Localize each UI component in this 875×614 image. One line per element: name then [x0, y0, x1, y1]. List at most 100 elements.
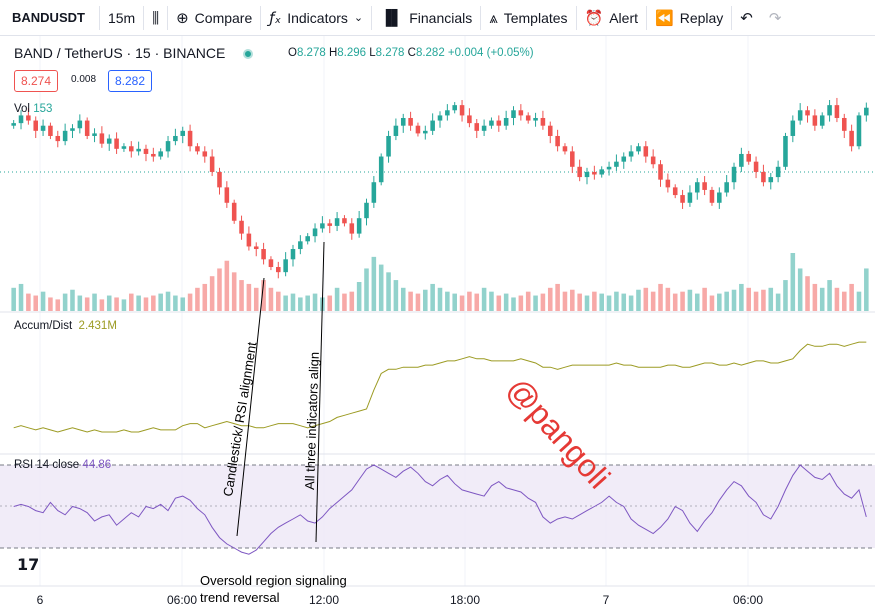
volume-bar	[371, 256, 377, 311]
volume-bar	[687, 289, 693, 311]
candle-body	[40, 125, 46, 131]
candle-body	[606, 166, 612, 170]
rsi-line	[13, 464, 867, 555]
candle-body	[739, 153, 744, 167]
volume-bar	[180, 297, 186, 311]
candle-body	[305, 236, 310, 242]
volume-bar	[628, 295, 634, 311]
volume-bar	[650, 291, 656, 311]
candle-body	[768, 177, 774, 183]
candle-body	[841, 117, 847, 131]
volume-bar	[614, 291, 619, 311]
interval-button[interactable]: 15m	[107, 9, 136, 26]
high-key: H	[328, 47, 338, 59]
time-axis: 6 06:00 12:00 18:00 7 06:00	[37, 593, 764, 607]
undo-button[interactable]: ↶	[732, 0, 761, 36]
volume-bar	[415, 293, 421, 311]
candle-body	[415, 125, 421, 134]
templates-button[interactable]: ⩓ Templates	[481, 0, 575, 36]
rsi-value: 44.86	[82, 459, 112, 471]
volume-bar	[408, 291, 413, 311]
candle-body	[628, 151, 634, 157]
candle-body	[386, 135, 391, 157]
rsi-legend[interactable]: RSI 14 close 44.86	[14, 459, 111, 471]
indicators-button[interactable]: ƒₓ Indicators ⌄	[261, 0, 371, 36]
sell-price-button[interactable]: 8.274	[14, 70, 59, 92]
volume-bar	[665, 287, 671, 311]
symbol-search-button[interactable]: BANDUSDT	[12, 10, 85, 25]
symbol-title: BAND / TetherUS · 15 · BINANCE	[14, 45, 226, 61]
candle-body	[570, 151, 575, 167]
open-value: 8.278	[296, 47, 326, 59]
accum-legend[interactable]: Accum/Dist 2.431M	[14, 320, 117, 332]
candle-body	[731, 166, 737, 183]
indicators-label: Indicators	[287, 9, 348, 26]
volume-bar	[746, 287, 751, 311]
oversold-annotation-line2: trend reversal	[200, 590, 280, 605]
candle-body	[827, 105, 832, 116]
volume-bar	[694, 293, 700, 311]
compare-label: Compare	[194, 9, 253, 26]
candle-body	[445, 110, 450, 116]
volume-bar	[533, 295, 538, 311]
compare-button[interactable]: ⊕ Compare	[168, 0, 260, 36]
volume-bar	[518, 295, 524, 311]
volume-bar	[864, 268, 869, 311]
candle-body	[151, 153, 156, 157]
redo-icon: ↷	[768, 8, 782, 27]
toolbar-divider	[480, 5, 482, 30]
chart-type-button[interactable]: ⫼	[144, 0, 167, 36]
candle-body	[202, 151, 208, 157]
redo-button[interactable]: ↷	[761, 0, 790, 36]
candle-body	[114, 138, 119, 149]
candle-body	[709, 189, 715, 203]
volume-bar	[70, 289, 75, 311]
volume-bar	[577, 293, 582, 311]
volume-bar	[570, 289, 575, 311]
volume-bar	[62, 293, 68, 311]
volume-bar	[547, 287, 553, 311]
volume-bar	[158, 293, 163, 311]
candle-body	[665, 179, 671, 188]
tradingview-logo[interactable]: 17	[17, 555, 40, 574]
rsi-name: RSI	[14, 459, 34, 471]
candle-body	[474, 123, 480, 131]
replay-button[interactable]: ⏪ Replay	[647, 0, 731, 36]
volume-bar	[40, 291, 46, 311]
volume-bar	[452, 293, 457, 311]
volume-bar	[48, 297, 53, 311]
volume-bar	[511, 297, 516, 311]
spread-value: 0.008	[71, 74, 97, 85]
financials-button[interactable]: ▐▌ Financials	[372, 0, 480, 36]
candle-body	[312, 228, 318, 237]
candle-body	[819, 115, 825, 126]
candle-body	[18, 115, 24, 124]
candle-body	[121, 146, 127, 149]
volume-bar	[819, 287, 825, 311]
candle-body	[650, 156, 656, 165]
volume-bar	[775, 293, 781, 311]
volume-bar	[680, 291, 685, 311]
candle-body	[356, 218, 362, 234]
candle-body	[805, 110, 810, 116]
volume-bar	[173, 295, 178, 311]
volume-legend[interactable]: Vol 153	[14, 103, 52, 115]
buy-price-button[interactable]: 8.282	[108, 70, 153, 92]
symbol-legend: BAND / TetherUS · 15 · BINANCE	[14, 45, 263, 61]
volume-bar	[783, 280, 788, 311]
top-toolbar: BANDUSDT 15m ⫼ ⊕ Compare ƒₓ Indicators ⌄…	[0, 0, 875, 36]
candle-body	[408, 117, 413, 126]
volume-bar	[276, 291, 281, 311]
volume-bar	[106, 295, 112, 311]
templates-icon: ⩓	[489, 8, 498, 27]
candle-body	[849, 130, 854, 147]
volume-value: 153	[33, 103, 53, 115]
candle-body	[180, 130, 186, 136]
candle-body	[680, 195, 685, 203]
volume-bar	[268, 287, 274, 311]
alert-button[interactable]: ⏰ Alert	[577, 0, 646, 36]
accum-dist-line	[13, 341, 867, 433]
candle-body	[364, 202, 369, 219]
volume-bar	[643, 287, 649, 311]
